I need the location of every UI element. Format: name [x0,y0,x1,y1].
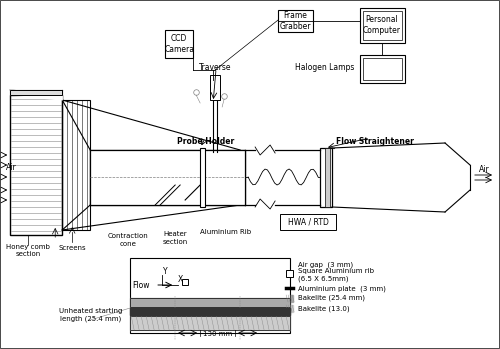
Polygon shape [130,308,290,315]
Bar [182,279,188,285]
Text: Air: Air [6,163,17,172]
Text: Aluminium Rib: Aluminium Rib [200,229,250,235]
Text: Flow Straightener: Flow Straightener [336,138,414,147]
Polygon shape [10,90,62,95]
Bar [200,148,205,207]
Text: Air: Air [480,165,490,174]
Text: CCD
Camera: CCD Camera [164,34,194,54]
Polygon shape [130,316,290,330]
Bar [363,11,402,40]
Bar [360,55,405,83]
Bar [165,30,193,58]
Bar [278,10,313,32]
Text: Traverse: Traverse [199,64,232,73]
Polygon shape [130,298,290,307]
Text: X: X [178,275,183,284]
Bar [280,214,336,230]
Polygon shape [332,207,445,217]
Polygon shape [90,85,240,155]
Text: Air gap  (3 mm): Air gap (3 mm) [298,262,353,268]
Bar [130,258,290,333]
Text: Frame
Grabber: Frame Grabber [280,11,311,31]
Text: Honey comb
section: Honey comb section [6,244,50,257]
Text: Aluminium plate  (3 mm): Aluminium plate (3 mm) [298,286,386,292]
Text: Heater
section: Heater section [162,231,188,245]
Text: Unheated starting
length (25.4 mm): Unheated starting length (25.4 mm) [58,308,122,322]
Polygon shape [332,138,445,148]
Polygon shape [286,305,293,312]
Bar [325,148,330,207]
Bar [363,58,402,80]
Bar [10,95,62,235]
Bar [320,148,332,207]
Polygon shape [286,295,293,302]
Text: Y: Y [163,267,168,276]
Bar [360,8,405,43]
Text: Bakelite (13.0): Bakelite (13.0) [298,306,350,312]
Polygon shape [10,90,62,100]
Text: Personal
Computer: Personal Computer [363,15,401,35]
Text: Contraction
cone: Contraction cone [108,233,148,246]
Text: Flow: Flow [132,281,150,290]
Text: Bakelite (25.4 mm): Bakelite (25.4 mm) [298,295,365,301]
Text: 130 mm: 130 mm [202,331,232,337]
Bar [130,316,290,330]
Text: Screens: Screens [58,245,86,251]
Text: Halogen Lamps: Halogen Lamps [296,62,355,72]
Bar [210,75,220,100]
Text: Square Aluminium rib
(6.5 X 6.5mm): Square Aluminium rib (6.5 X 6.5mm) [298,268,374,282]
Bar [130,298,290,307]
Bar [62,100,90,230]
Bar [286,270,293,277]
Text: HWA / RTD: HWA / RTD [288,217,329,227]
Bar [90,150,245,205]
Text: Probe Holder: Probe Holder [176,138,234,147]
